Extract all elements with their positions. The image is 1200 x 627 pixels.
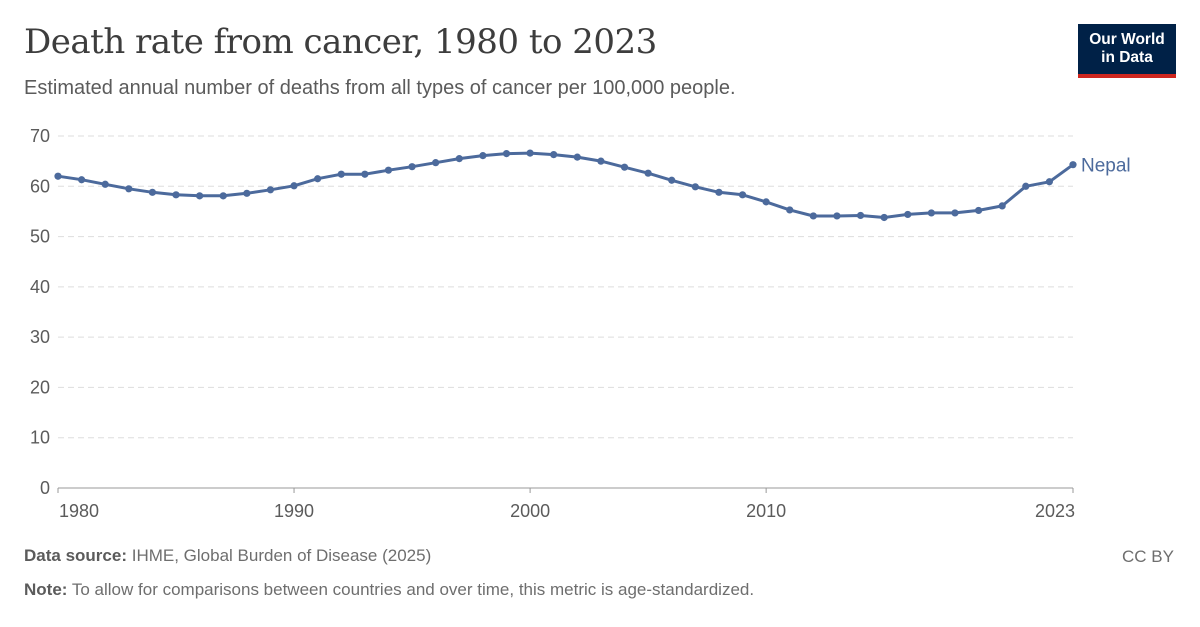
data-point[interactable]	[479, 152, 487, 160]
data-point[interactable]	[951, 209, 959, 217]
series-line[interactable]	[56, 151, 1075, 219]
owid-logo[interactable]: Our World in Data	[1078, 24, 1176, 78]
y-tick-label: 0	[40, 478, 50, 498]
data-point[interactable]	[738, 191, 747, 199]
data-point[interactable]	[833, 212, 841, 220]
data-point[interactable]	[597, 157, 605, 165]
data-point[interactable]	[148, 188, 157, 196]
logo-line-2: in Data	[1101, 49, 1153, 66]
x-tick-label: 2000	[510, 501, 550, 521]
data-point[interactable]	[880, 213, 888, 222]
data-point[interactable]	[243, 189, 251, 197]
data-source-text[interactable]: IHME, Global Burden of Disease (2025)	[131, 546, 432, 565]
data-point[interactable]	[290, 182, 298, 190]
license-link[interactable]: CC BY	[1122, 547, 1174, 566]
x-tick-label: 2023	[1035, 501, 1075, 521]
y-tick-label: 40	[30, 277, 50, 297]
data-point[interactable]	[644, 169, 652, 177]
data-point[interactable]	[502, 150, 511, 158]
x-tick-label: 1990	[274, 501, 314, 521]
data-point[interactable]	[1045, 178, 1053, 186]
data-point[interactable]	[998, 202, 1006, 210]
data-point[interactable]	[550, 151, 558, 159]
data-point[interactable]	[974, 206, 983, 215]
note-label: Note:	[24, 580, 68, 599]
axes: 0 10 20 30 40 50 60 70 1980 1990 2000 2010 2023	[30, 126, 1075, 521]
data-point[interactable]	[668, 176, 676, 184]
data-point[interactable]	[172, 191, 180, 199]
data-point[interactable]	[620, 163, 629, 171]
data-point[interactable]	[125, 185, 133, 193]
data-point[interactable]	[691, 183, 699, 191]
note-text: To allow for comparisons between countri…	[71, 580, 755, 599]
data-point[interactable]	[219, 192, 227, 200]
data-point[interactable]	[432, 159, 440, 167]
data-point[interactable]	[337, 170, 345, 178]
gridlines	[58, 135, 1073, 439]
data-point[interactable]	[762, 198, 770, 206]
data-point[interactable]	[904, 210, 912, 219]
series-nepal[interactable]: Nepal	[54, 149, 1131, 222]
data-point[interactable]	[78, 176, 86, 184]
data-source-label: Data source:	[24, 546, 127, 565]
chart-note: Note: To allow for comparisons between c…	[24, 580, 754, 600]
data-point[interactable]	[1069, 161, 1077, 169]
data-point[interactable]	[54, 172, 62, 180]
data-point[interactable]	[101, 180, 109, 188]
data-point[interactable]	[361, 170, 369, 178]
data-point[interactable]	[573, 153, 581, 161]
data-point[interactable]	[408, 163, 416, 171]
data-point[interactable]	[455, 155, 463, 163]
data-source: Data source: IHME, Global Burden of Dise…	[24, 546, 431, 566]
y-tick-label: 60	[30, 176, 50, 196]
data-point[interactable]	[786, 206, 794, 214]
data-point[interactable]	[526, 149, 534, 157]
data-point[interactable]	[809, 212, 817, 220]
y-tick-label: 50	[30, 227, 50, 247]
data-point[interactable]	[314, 175, 322, 183]
chart-title: Death rate from cancer, 1980 to 2023	[24, 22, 657, 62]
y-tick-label: 30	[30, 327, 50, 347]
data-point[interactable]	[856, 211, 865, 220]
data-point[interactable]	[1022, 182, 1030, 190]
data-point[interactable]	[384, 166, 393, 174]
logo-line-1: Our World	[1089, 31, 1165, 48]
data-point[interactable]	[266, 186, 275, 194]
data-point[interactable]	[927, 209, 935, 217]
chart-subtitle: Estimated annual number of deaths from a…	[24, 77, 736, 99]
data-point[interactable]	[196, 192, 204, 200]
y-tick-label: 70	[30, 126, 50, 146]
series-label-nepal[interactable]: Nepal	[1081, 156, 1131, 177]
x-tick-label: 1980	[59, 501, 99, 521]
data-point[interactable]	[715, 188, 723, 196]
y-tick-label: 20	[30, 377, 50, 397]
y-tick-label: 10	[30, 428, 50, 448]
x-tick-label: 2010	[746, 501, 786, 521]
